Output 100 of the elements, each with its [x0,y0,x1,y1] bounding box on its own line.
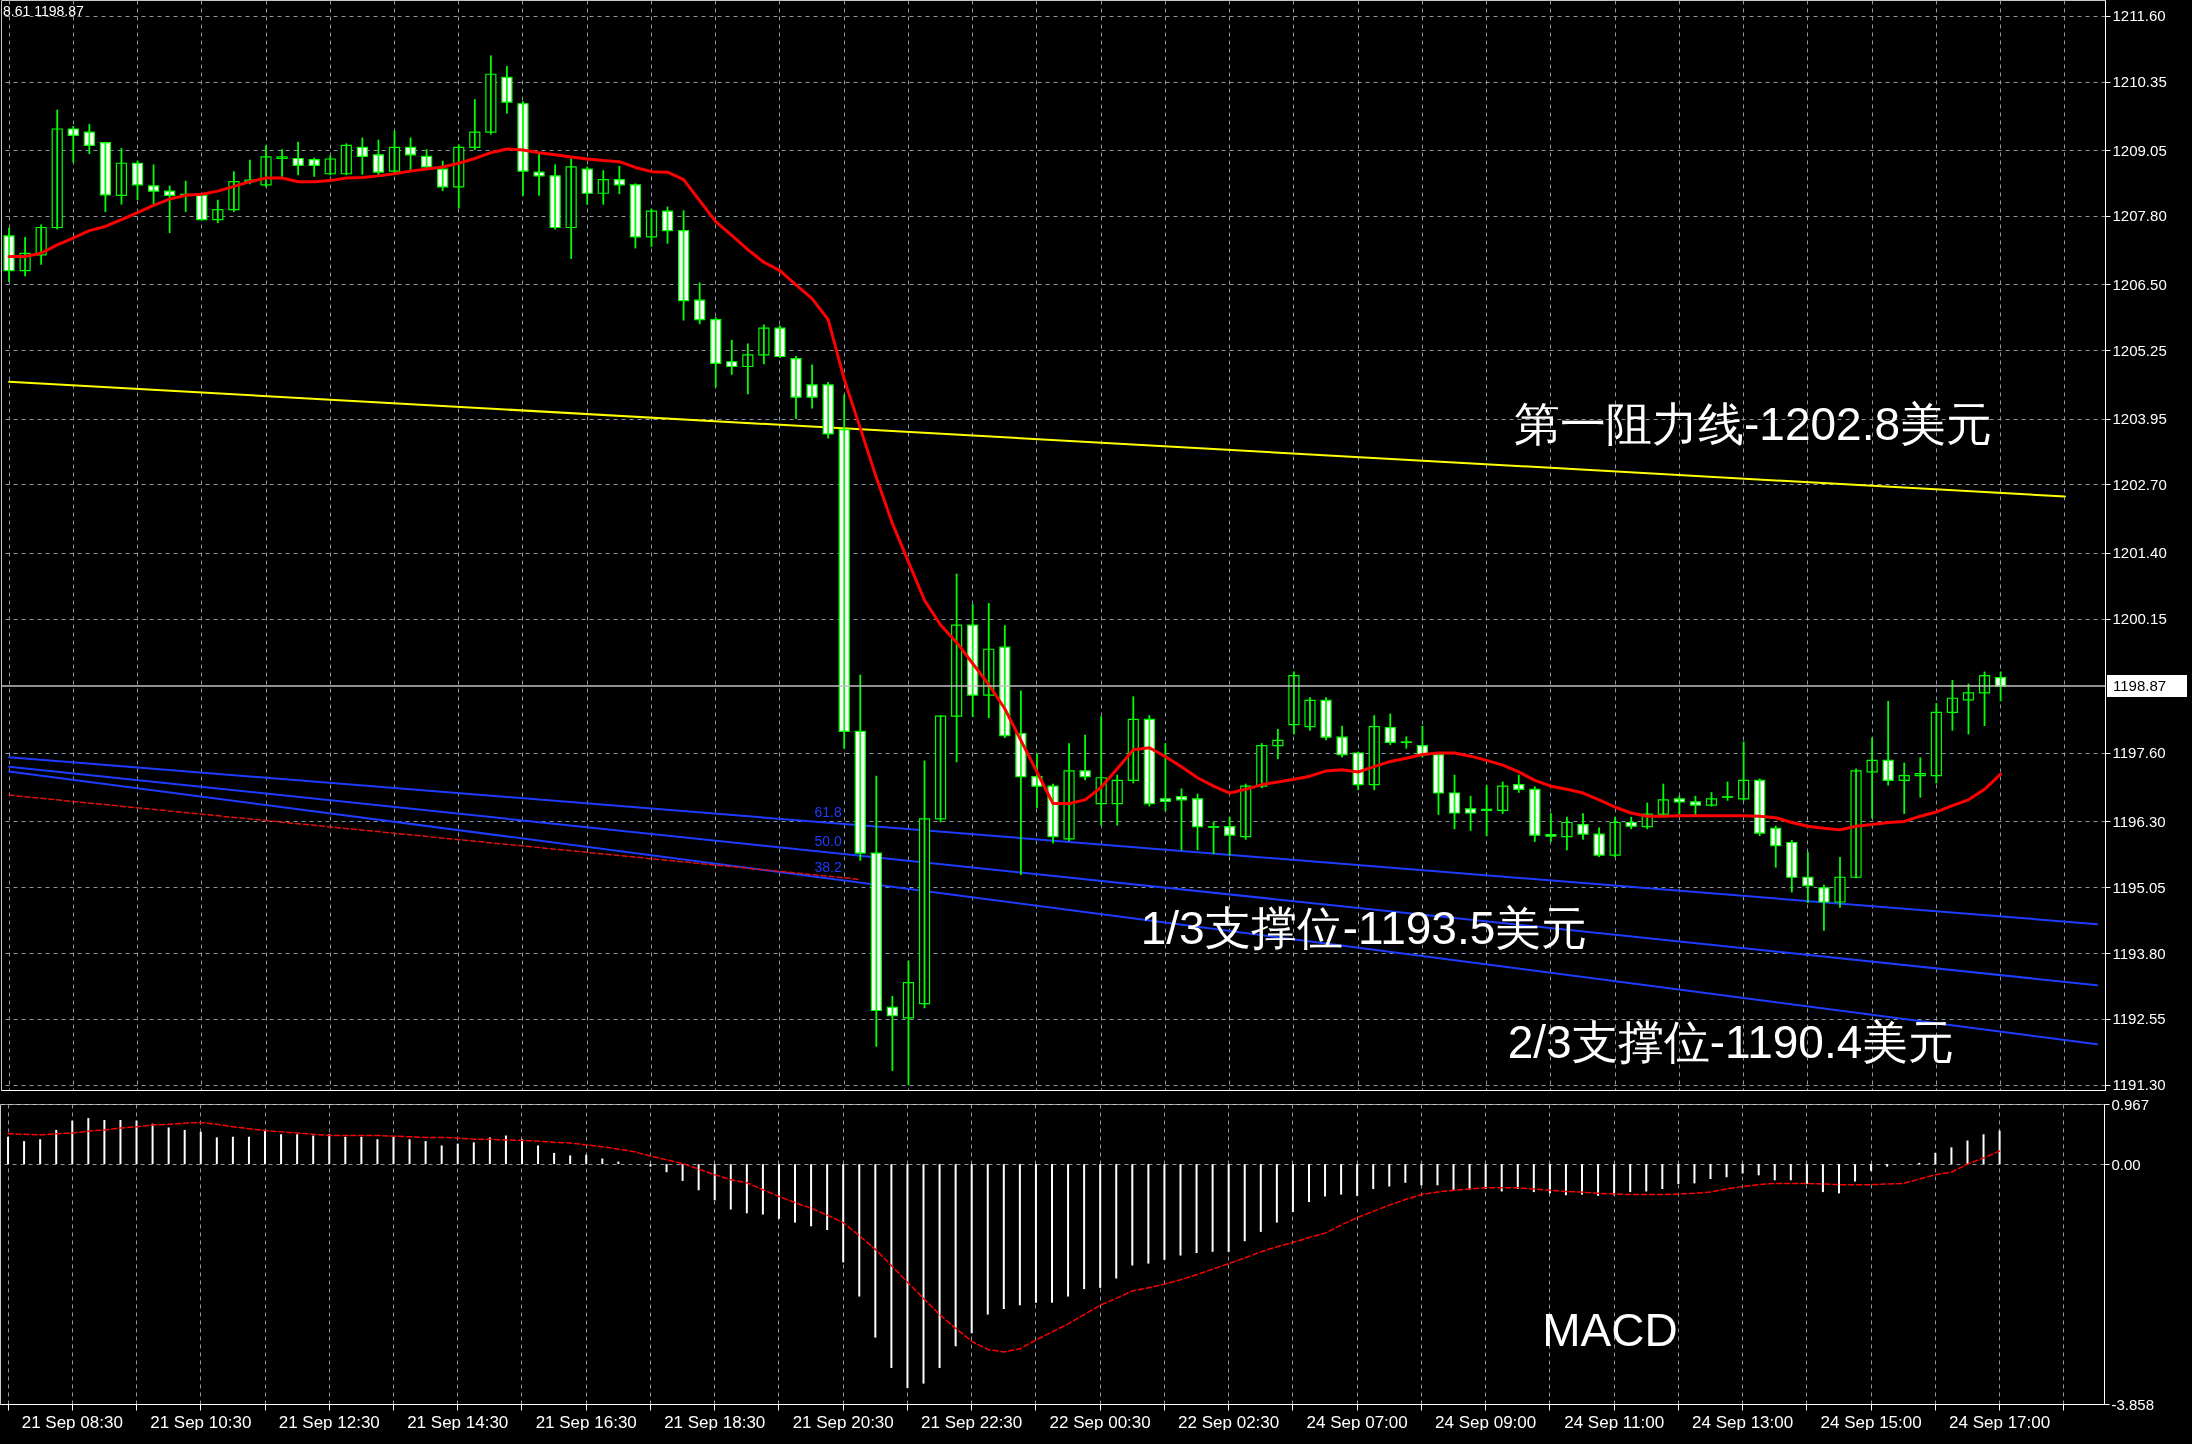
bar [71,1120,74,1165]
bar [1677,1164,1680,1185]
bar [1950,1147,1953,1165]
annotation: MACD [1542,1304,1678,1356]
candlestick [292,141,304,176]
bar [713,1164,716,1201]
bar [938,1164,941,1369]
bar [649,1164,652,1167]
candlestick [1400,736,1412,749]
y-tick-label: -3.858 [2111,1395,2155,1413]
bar [1548,1164,1551,1194]
bar [697,1164,700,1191]
bar [1372,1164,1375,1189]
bar [601,1158,604,1165]
bar [360,1136,363,1165]
bar [1886,1164,1889,1167]
bar [1099,1164,1102,1288]
annotation: 8.61 1198.87 [3,3,84,19]
bar [231,1136,234,1165]
bar [1291,1164,1294,1212]
bar [1275,1164,1278,1223]
bar [344,1136,347,1165]
bar [1966,1140,1969,1165]
bar [537,1145,540,1165]
candlestick [388,130,401,174]
y-tick-label: 0.00 [2111,1155,2141,1173]
candlestick [790,356,802,419]
candlestick [822,381,834,439]
series-label: 38.2 [814,859,842,876]
bar [1934,1152,1937,1165]
bar [424,1141,427,1165]
candlestick [1962,683,1975,735]
candlestick [774,325,786,358]
bar [842,1164,845,1263]
bar [1484,1164,1487,1189]
y-tick-label: 1203.95 [2112,410,2167,428]
bar [1420,1164,1423,1186]
y-tick-label: 1206.50 [2112,275,2167,293]
candlestick [758,324,770,365]
bar [986,1164,989,1315]
y-tick-label: 1195.05 [2112,878,2166,896]
bar [777,1164,780,1219]
candlestick [629,183,642,249]
bar [247,1136,250,1165]
bar [167,1127,170,1165]
bar [1693,1164,1696,1184]
line-series [7,1121,2001,1353]
bar [874,1164,877,1338]
bar [1356,1164,1359,1196]
bar [1002,1164,1005,1309]
bar [1051,1164,1053,1303]
bar [264,1130,267,1165]
bar [1404,1164,1407,1183]
bar [1388,1164,1391,1187]
bar [1243,1164,1246,1242]
candlestick [1866,737,1878,819]
candlestick [1545,813,1557,842]
bar [472,1142,475,1165]
bar [1083,1164,1086,1290]
bar [1259,1164,1262,1232]
candlestick [1079,734,1091,781]
candlestick [645,208,658,247]
bar [1516,1164,1519,1189]
bar [103,1119,106,1165]
bar [39,1139,42,1165]
candlestick [549,164,561,230]
bar [1982,1134,1985,1165]
y-tick-label: 1193.80 [2112,944,2166,962]
bar [1854,1164,1857,1182]
bar [1115,1164,1118,1279]
candlestick [1834,856,1846,908]
bar [1195,1164,1198,1254]
candlestick [1208,821,1220,854]
bar [729,1164,732,1210]
bar [1340,1164,1343,1195]
bar [1307,1164,1310,1203]
bar [1436,1164,1439,1186]
bar [1773,1164,1776,1181]
y-tick-label: 1200.15 [2112,610,2167,628]
bar [1725,1164,1728,1178]
bar [665,1164,668,1173]
bar [296,1134,299,1165]
bar [135,1120,138,1165]
bar [1821,1164,1824,1193]
bar [183,1129,186,1165]
bar [87,1118,90,1165]
candlestick [902,960,915,1086]
bar [585,1154,588,1165]
bar [440,1145,443,1165]
bar [1837,1164,1840,1194]
bar [1067,1164,1070,1297]
bar [1581,1164,1584,1195]
y-tick-label: 1211.60 [2112,7,2166,25]
bar [328,1134,331,1165]
bar [1597,1164,1600,1196]
bar [954,1164,957,1347]
candlestick [1818,884,1830,931]
bar [456,1143,459,1165]
candlestick [1464,795,1477,831]
y-tick-label: 1202.70 [2112,475,2167,493]
